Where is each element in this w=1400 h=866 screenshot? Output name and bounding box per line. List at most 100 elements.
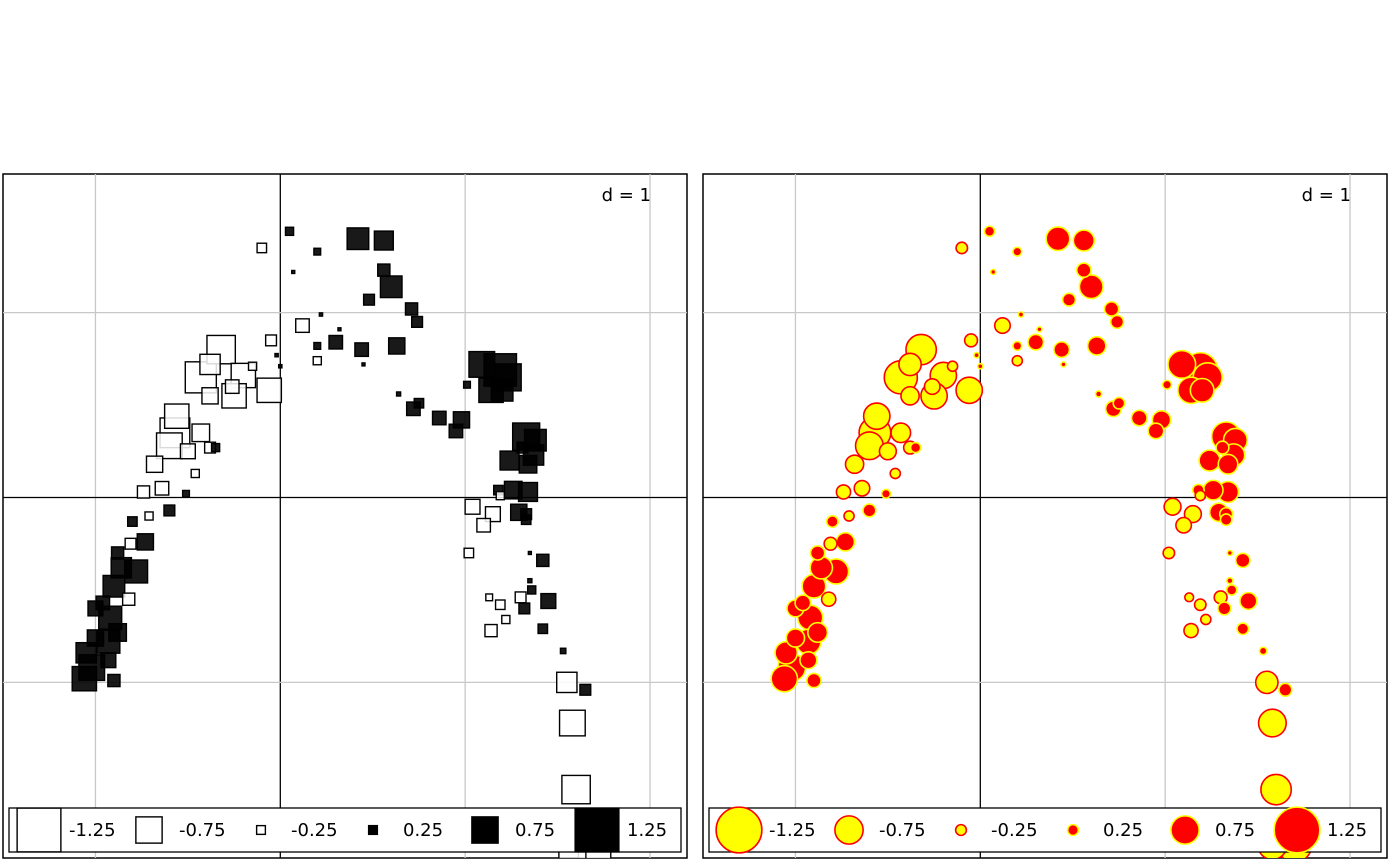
data-point-square <box>163 403 190 430</box>
data-point-square <box>154 480 170 496</box>
data-point-square <box>95 595 111 611</box>
data-point-square <box>108 622 128 642</box>
data-point-circle <box>955 376 984 405</box>
legend-key-circle <box>834 815 864 845</box>
data-point-circle <box>823 536 838 551</box>
data-point-circle <box>946 360 959 373</box>
panel-circles: d = 1 -1.25 -0.75 -0.25 0.25 0.75 1.25 <box>702 173 1388 859</box>
legend-key-circle <box>1170 815 1200 845</box>
data-point-circle <box>1198 449 1221 472</box>
data-point-circle <box>1184 592 1195 603</box>
data-point-circle <box>963 333 979 348</box>
data-point-circle <box>1012 246 1023 257</box>
data-point-circle <box>1202 479 1224 501</box>
data-point-circle <box>1163 497 1182 516</box>
data-point-circle <box>1257 708 1288 738</box>
data-point-circle <box>1147 422 1165 440</box>
data-point-square <box>346 227 370 251</box>
legend-box <box>8 807 682 853</box>
data-point-square <box>516 441 529 454</box>
data-point-square <box>274 352 279 358</box>
data-point-square <box>413 397 425 409</box>
data-point-circle <box>983 225 996 238</box>
legend-key-square <box>367 824 379 836</box>
data-point-circle <box>1103 301 1120 317</box>
data-point-circle <box>1078 274 1104 300</box>
legend-key-square <box>574 807 620 853</box>
data-point-square <box>464 498 481 515</box>
data-point-square <box>124 537 137 550</box>
data-point-circle <box>1012 340 1023 352</box>
data-point-square <box>136 533 155 551</box>
data-point-circle <box>799 650 818 670</box>
data-point-square <box>526 585 537 595</box>
legend: -1.25 -0.75 -0.25 0.25 0.75 1.25 <box>708 806 1382 854</box>
data-point-square <box>559 647 567 655</box>
data-point-square <box>155 432 183 460</box>
data-point-circle <box>785 628 806 648</box>
data-point-circle <box>1175 516 1193 534</box>
panel-frame <box>702 173 1388 859</box>
data-point-square <box>145 455 164 474</box>
data-point-circle <box>1225 584 1238 596</box>
data-point-circle <box>1161 379 1173 390</box>
data-point-square <box>387 337 406 355</box>
data-point-circle <box>1189 377 1215 403</box>
legend-label: 0.25 <box>1103 820 1143 841</box>
data-point-square <box>362 293 376 306</box>
data-point-square <box>518 454 538 474</box>
legend-box <box>708 807 1382 853</box>
data-point-square <box>291 269 296 275</box>
data-point-circle <box>1167 349 1197 380</box>
data-point-square <box>313 341 322 350</box>
data-point-square <box>395 391 402 397</box>
data-point-circle <box>809 555 834 580</box>
data-point-circle <box>1045 226 1071 252</box>
data-point-square <box>518 602 531 615</box>
d-scale-label: d = 1 <box>1302 185 1351 206</box>
data-point-circle <box>900 385 920 406</box>
data-point-circle <box>878 442 898 461</box>
data-point-square <box>462 380 472 389</box>
data-point-square <box>536 553 550 568</box>
data-point-circle <box>909 441 922 454</box>
data-point-square <box>295 318 310 334</box>
data-point-square <box>463 547 475 559</box>
data-point-circle <box>1072 229 1096 252</box>
legend-label: -0.75 <box>179 820 226 841</box>
data-point-square <box>110 556 133 579</box>
data-point-square <box>448 423 464 439</box>
panel-frame <box>2 173 688 859</box>
data-point-square <box>361 362 366 367</box>
data-point-circle <box>880 488 892 499</box>
data-point-circle <box>820 591 837 608</box>
data-point-square <box>313 247 322 256</box>
data-point-square <box>494 599 506 611</box>
data-point-square <box>527 550 533 556</box>
data-point-circle <box>794 594 812 612</box>
data-point-circle <box>890 422 912 444</box>
data-point-square <box>191 423 211 443</box>
data-point-circle <box>993 317 1012 335</box>
data-point-square <box>579 683 592 696</box>
legend-label: 1.25 <box>1327 820 1367 841</box>
data-point-circle <box>1011 354 1024 367</box>
data-point-circle <box>806 672 822 689</box>
data-point-square <box>318 312 324 317</box>
data-point-circle <box>807 621 829 644</box>
data-point-square <box>110 546 125 560</box>
data-point-square <box>126 516 138 527</box>
data-point-square <box>540 592 557 610</box>
data-point-circle <box>862 503 877 518</box>
data-point-circle <box>898 352 922 377</box>
data-point-square <box>537 623 549 635</box>
data-point-square <box>107 673 121 688</box>
data-point-circle <box>1215 440 1230 455</box>
data-point-square <box>404 302 419 316</box>
data-point-circle <box>1260 773 1293 806</box>
data-point-circle <box>1234 552 1251 569</box>
data-point-square <box>136 485 151 499</box>
data-point-square <box>247 361 258 372</box>
data-point-square <box>354 342 370 358</box>
